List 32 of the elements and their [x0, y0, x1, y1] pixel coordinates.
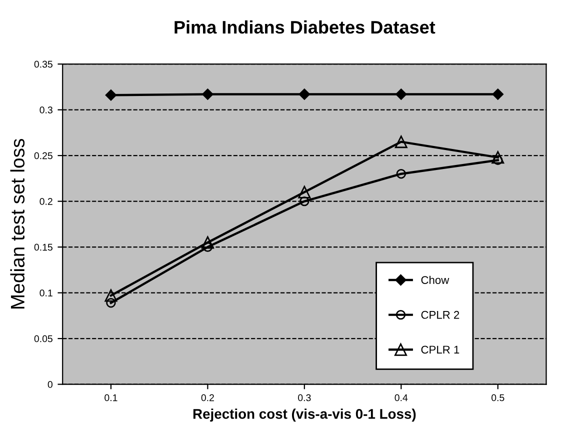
- point: [492, 88, 504, 100]
- point: [202, 88, 214, 100]
- point: [106, 298, 116, 308]
- y-tick-label: 0.25: [34, 152, 52, 160]
- legend-label: CPLR 2: [421, 310, 460, 319]
- point: [104, 289, 118, 302]
- point: [492, 151, 504, 164]
- y-tick-label: 0.35: [34, 60, 52, 68]
- point: [298, 186, 311, 198]
- point: [105, 90, 117, 101]
- point: [396, 88, 407, 100]
- x-tick-label: 0.4: [394, 394, 408, 402]
- x-tick-label: 0.1: [104, 394, 118, 402]
- point: [298, 88, 310, 100]
- y-tick-label: 0.1: [40, 290, 52, 296]
- chart-title: Pima Indians Diabetes Dataset: [174, 20, 436, 34]
- point: [201, 236, 214, 249]
- legend-label: CPLR 1: [421, 346, 460, 354]
- x-tick-label: 0.5: [492, 394, 504, 402]
- y-tick-label: 0: [48, 381, 52, 388]
- y-tick-label: 0.05: [34, 335, 52, 342]
- legend-label: Chow: [421, 276, 450, 284]
- x-tick-label: 0.3: [298, 394, 311, 402]
- x-tick-label: 0.2: [201, 394, 214, 402]
- x-axis-title: Rejection cost (vis-a-vis 0-1 Loss): [193, 408, 416, 422]
- y-tick-label: 0.15: [34, 244, 52, 251]
- point: [394, 136, 408, 148]
- y-tick-label: 0.2: [40, 198, 52, 205]
- y-tick-label: 0.3: [40, 106, 52, 114]
- point: [300, 196, 310, 206]
- y-axis-title: Median test set loss: [10, 138, 25, 308]
- point: [396, 168, 406, 179]
